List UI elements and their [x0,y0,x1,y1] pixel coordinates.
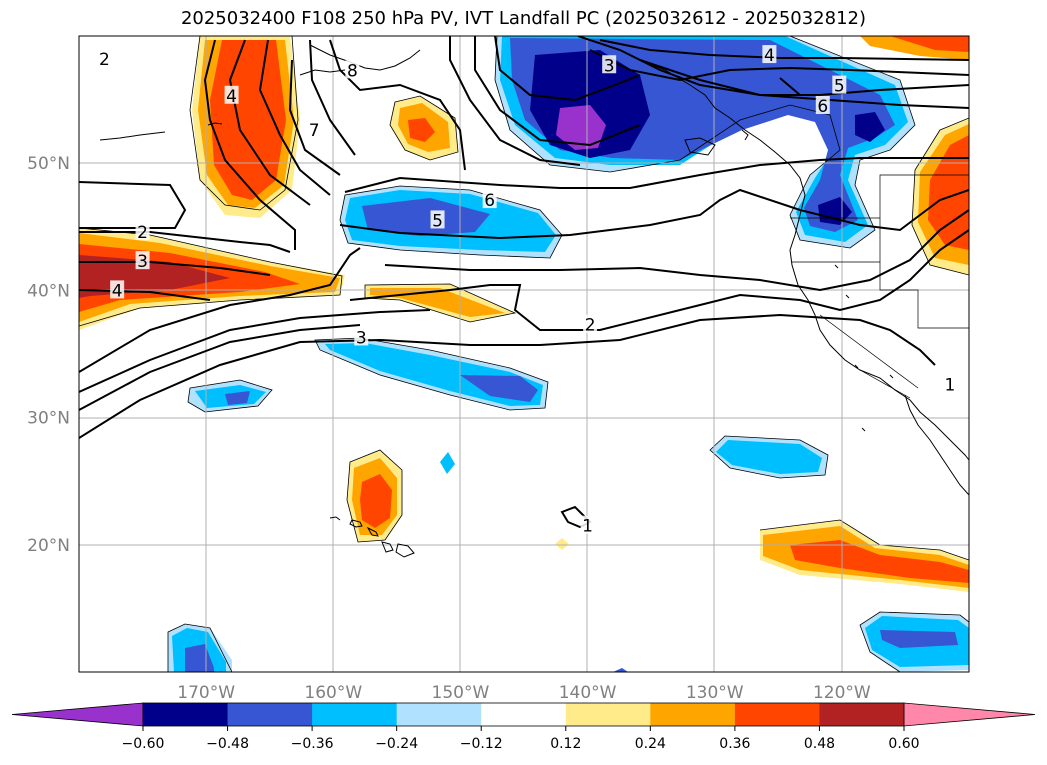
lat-tick-label: 40°N [27,281,70,301]
ivt-negative-region [613,668,628,672]
contour-label: 4 [764,46,775,66]
axis-labels: 170°W 160°W 150°W 140°W 130°W 120°W 50°N 40°N 30… [27,154,871,703]
ivt-outlines [79,36,969,672]
contour-label-background [430,210,445,229]
lon-tick-label: 130°W [686,683,744,703]
colorbar-tick-label: −0.12 [460,736,503,752]
colorbar-frame [142,702,905,727]
ivt-negative-region [855,112,885,142]
contour-label: 1 [945,376,956,396]
contour-label-background [307,120,322,139]
colorbar-segment [143,703,229,726]
ivt-negative-region [716,440,822,474]
colorbar-segment [734,703,820,726]
colorbar-segment [227,703,313,726]
contour-label-background [135,251,150,270]
ivt-positive-region [555,538,569,550]
map-frame [78,35,970,673]
lon-tick-label: 140°W [559,683,617,703]
ivt-positive-region [890,36,969,52]
lon-tick-label: 160°W [304,683,362,703]
ivt-positive-region [360,474,392,528]
contour-label-background [97,48,112,67]
colorbar-segment [565,703,651,726]
ivt-negative-region [185,644,214,672]
contour-label: 6 [484,191,495,211]
contour-label: 1 [582,517,593,537]
colorbar-extend-low [11,702,144,727]
contour-label-background [354,327,369,346]
contour-label-background [224,85,239,104]
contour-label: 3 [356,328,367,348]
contour-label: 2 [137,223,148,243]
ivt-negative-region [362,198,490,236]
lat-tick-label: 50°N [27,154,70,174]
colorbar-segment [481,703,567,726]
contour-label-background [580,515,595,534]
ivt-negative-region [556,105,606,150]
contour-label-background [942,374,957,393]
contour-label: 2 [99,50,110,70]
contour-label: 3 [137,252,148,272]
contour-label: 5 [432,211,443,231]
lon-tick-label: 120°W [813,683,871,703]
colorbar-tick-label: 0.48 [804,736,835,752]
contour-label: 7 [309,121,320,141]
contour-label-background [602,55,617,74]
colorbar-tick-label: −0.24 [375,736,418,752]
ivt-negative-region [225,391,250,405]
ivt-positive-region [928,135,969,250]
contour-label-background [762,45,777,64]
contour-label-background [345,60,360,79]
colorbar-tick-label: 0.24 [635,736,666,752]
contour-label: 3 [604,56,615,76]
contour-label-background [135,221,150,240]
contour-label-background [583,314,598,333]
colorbar-tick-label: 0.36 [719,736,750,752]
colorbar-tick-label: −0.48 [206,736,249,752]
map-title: 2025032400 F108 250 hPa PV, IVT Landfall… [180,8,867,29]
ivt-negative-region [880,630,958,648]
lon-tick-label: 170°W [177,683,235,703]
colorbar-tick-label: −0.60 [122,736,165,752]
colorbar-segment [819,703,905,726]
contour-label-background [815,95,830,114]
colorbar-segment [312,703,398,726]
coastlines [99,44,969,558]
colorbar-segment [650,703,736,726]
ivt-negative-region [460,375,538,402]
contour-label: 4 [112,281,123,301]
colorbar: −0.60 −0.48 −0.36 −0.24 −0.12 0.12 0.24 0.36 0.4… [11,702,1036,752]
pv-contours [79,36,969,529]
colorbar-extend-high [903,702,1036,727]
ivt-positive-region [408,118,435,142]
colorbar-segment [396,703,482,726]
contour-label: 8 [347,61,358,81]
contour-label: 6 [817,97,828,117]
contour-label: 5 [834,77,845,97]
contour-label-background [832,75,847,94]
colorbar-tick-label: −0.36 [291,736,334,752]
contour-label: 2 [585,316,596,336]
contour-label-background [110,280,125,299]
colorbar-tick-label: 0.12 [550,736,581,752]
colorbar-tick-label: 0.60 [888,736,919,752]
contour-label-background [482,190,497,209]
lon-tick-label: 150°W [432,683,490,703]
contour-label: 4 [226,87,237,107]
ivt-negative-region [440,452,455,474]
ivt-positive-region [210,40,286,200]
ivt-positive-region [790,540,969,583]
lat-tick-label: 20°N [27,536,70,556]
lat-tick-label: 30°N [27,409,70,429]
